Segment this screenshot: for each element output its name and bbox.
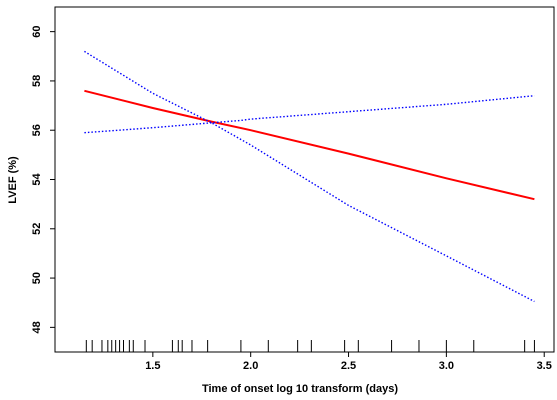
y-tick-label: 48 [31,321,43,333]
series-upper-ci [84,95,535,134]
y-tick-label: 52 [31,223,43,235]
x-tick-label: 3.0 [439,360,454,372]
x-tick-label: 3.5 [537,360,552,372]
y-tick-label: 58 [31,75,43,87]
x-axis-title: Time of onset log 10 transform (days) [202,383,398,395]
series-layer [84,50,535,303]
x-tick-label: 1.5 [145,360,160,372]
rug-marks [85,340,535,352]
plot-frame [54,6,555,353]
y-tick-label: 56 [31,124,43,136]
y-axis: 48 50 52 54 56 58 60 [31,26,55,333]
y-tick-label: 50 [31,272,43,284]
series-lower-ci [84,50,535,303]
x-tick-label: 2.0 [243,360,258,372]
y-tick-label: 60 [31,26,43,38]
x-tick-label: 2.5 [341,360,356,372]
y-tick-label: 54 [31,173,43,186]
series-estimate [84,89,535,201]
y-axis-title: LVEF (%) [7,156,19,204]
x-axis: 1.5 2.0 2.5 3.0 3.5 [145,352,552,372]
